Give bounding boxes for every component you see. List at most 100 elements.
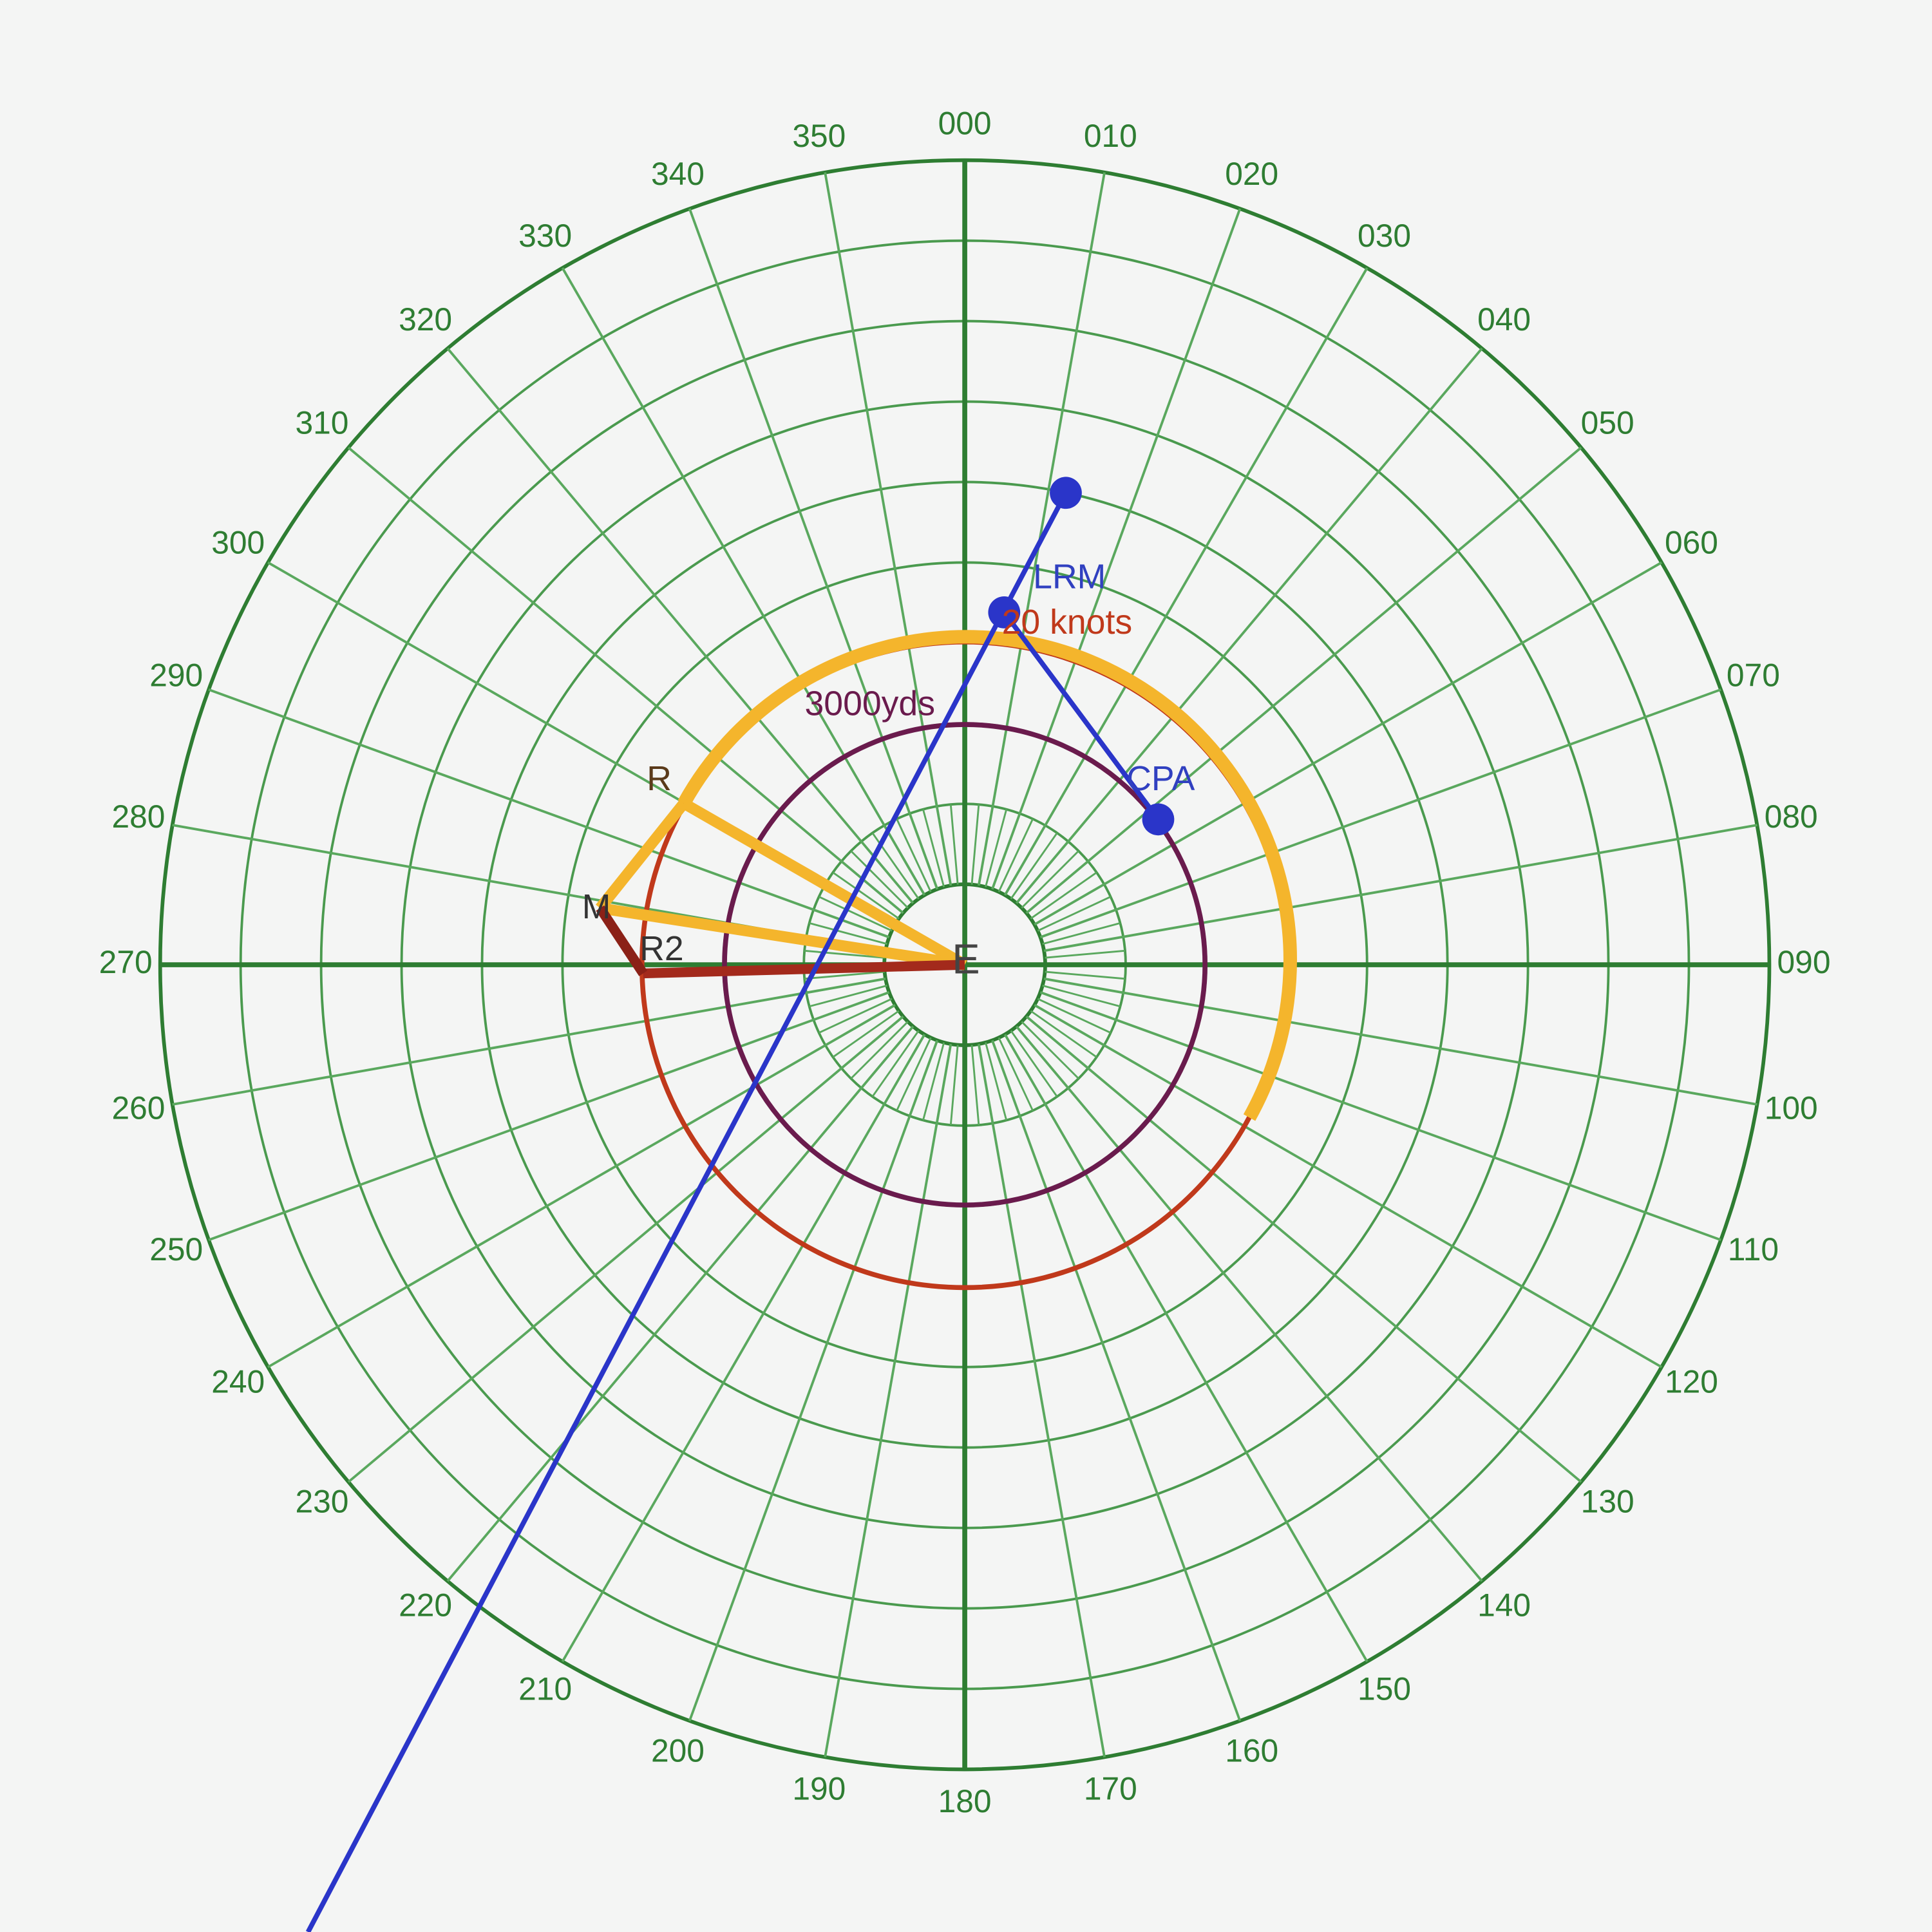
bearing-label: 210 (518, 1671, 572, 1707)
bearing-label: 140 (1477, 1587, 1531, 1623)
bearing-label: 060 (1665, 525, 1718, 561)
bearing-label: 160 (1225, 1733, 1278, 1769)
bearing-subline (998, 1037, 1034, 1112)
range-circle (722, 722, 1208, 1208)
bearing-label: 270 (99, 944, 153, 980)
bearing-subline (809, 985, 887, 1008)
bearing-label: 280 (111, 799, 165, 835)
bearing-line (347, 1015, 904, 1483)
bearing-line (1039, 991, 1721, 1242)
bearing-label: 020 (1225, 156, 1278, 192)
bearing-subline (1045, 949, 1126, 959)
bearing-subline (1042, 985, 1121, 1008)
bearing-subline (850, 1021, 909, 1079)
bearing-subline (1010, 832, 1058, 900)
bearing-line (688, 1039, 939, 1721)
bearing-subline (1042, 922, 1121, 945)
bearing-line (1034, 1003, 1663, 1368)
bearing-label: 110 (1728, 1231, 1779, 1267)
bearing-subline (1010, 1030, 1058, 1097)
bearing-subline (1037, 998, 1112, 1034)
bearing-subline (819, 896, 893, 932)
bearing-line (208, 991, 890, 1242)
bearing-label: 340 (651, 156, 705, 192)
bearing-subline (1021, 1021, 1079, 1079)
bearing-line (824, 1043, 952, 1757)
bearing-line (688, 208, 939, 890)
bearing-label: 180 (938, 1783, 992, 1819)
bearing-label: 130 (1581, 1484, 1634, 1520)
speed-label: 20 knots (1002, 603, 1132, 641)
bearing-line (1025, 446, 1582, 914)
bearing-label: 000 (938, 105, 992, 141)
bearing-label: 150 (1358, 1671, 1411, 1707)
r2-label: R2 (639, 930, 683, 968)
bearing-subline (896, 1037, 932, 1112)
bearing-subline (850, 850, 909, 909)
bearing-line (267, 1003, 896, 1368)
bearing-subline (832, 1010, 900, 1058)
bearing-line (824, 172, 952, 886)
bearing-label: 040 (1477, 301, 1531, 337)
bearing-subline (922, 809, 945, 887)
bearing-label: 310 (295, 405, 348, 441)
bearing-label: 090 (1777, 944, 1831, 980)
bearing-line (1025, 1015, 1582, 1483)
bearing-line (446, 347, 914, 904)
bearing-label: 220 (399, 1587, 452, 1623)
bearing-subline (1037, 896, 1112, 932)
bearing-label: 170 (1084, 1770, 1137, 1806)
bearing-line (1043, 824, 1757, 952)
vector-mr (596, 800, 688, 912)
bearing-label: 050 (1581, 405, 1634, 441)
plot: LRM 20 knots 3000yds CPA R M R2 E (305, 477, 1297, 1932)
bearing-subline (971, 1045, 980, 1126)
bearing-line (991, 1039, 1242, 1721)
cpa-label: CPA (1126, 760, 1195, 798)
bearing-subline (871, 1030, 920, 1097)
bearing-subline (809, 922, 887, 945)
bearing-line (446, 1025, 914, 1582)
bearing-line (1003, 1034, 1368, 1663)
r-label: R (647, 760, 672, 798)
bearing-line (1034, 561, 1663, 926)
bearing-line (1003, 267, 1368, 896)
bearing-line (1039, 688, 1721, 939)
bearing-label: 190 (792, 1770, 846, 1806)
bearing-subline (985, 809, 1008, 887)
vector-mr2 (596, 905, 648, 976)
bearing-subline (971, 804, 980, 885)
bearing-subline (949, 1045, 959, 1126)
bearing-subline (1030, 1010, 1097, 1058)
bearing-label: 320 (399, 301, 452, 337)
vector-em (599, 902, 966, 971)
m-label: M (582, 888, 611, 926)
bearing-label: 070 (1727, 658, 1780, 694)
bearing-label: 120 (1665, 1364, 1718, 1400)
polar-grid: 000 010 020 030 040 050 060 070 080 090 100 110 120 1… (99, 105, 1831, 1819)
cpa-line (1002, 611, 1160, 821)
bearing-label: 100 (1765, 1090, 1818, 1126)
bearing-subline (832, 871, 900, 920)
bearing-label: 080 (1765, 799, 1818, 835)
bearing-line (1043, 977, 1757, 1106)
position-dot (1050, 477, 1082, 509)
bearing-line (208, 688, 890, 939)
bearing-label: 030 (1358, 218, 1411, 254)
bearing-label: 330 (518, 218, 572, 254)
bearing-label: 230 (295, 1484, 348, 1520)
bearing-subline (949, 804, 959, 885)
bearing-line (1015, 1025, 1483, 1582)
bearing-line (561, 267, 926, 896)
bearing-label: 260 (111, 1090, 165, 1126)
bearing-subline (819, 998, 893, 1034)
relative-motion-line (305, 491, 1068, 1932)
bearing-subline (998, 819, 1034, 893)
bearing-subline (1045, 971, 1126, 980)
bearing-label: 250 (149, 1231, 203, 1267)
bearing-label: 350 (792, 118, 846, 154)
range-label: 3000yds (805, 685, 936, 723)
bearing-line (172, 977, 886, 1106)
